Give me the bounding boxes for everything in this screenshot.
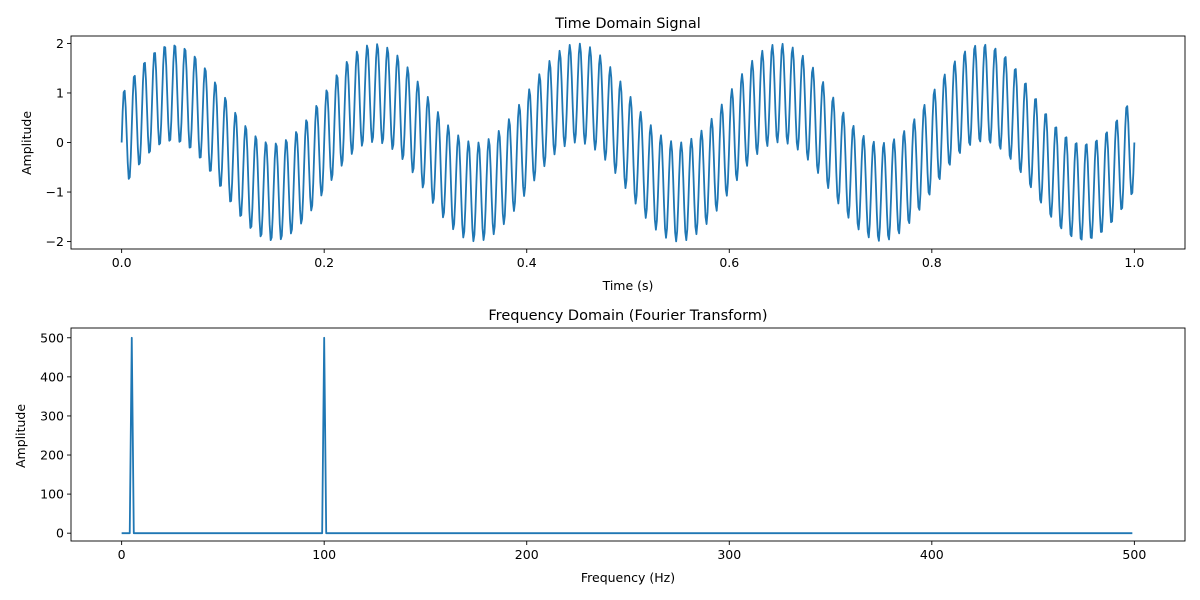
time-domain-ticks: 0.0 0.2 0.4 0.6 0.8 1.0 −2 −1 0 1 2 [46,36,1145,270]
frequency-domain-ytick-label: 400 [40,369,64,384]
time-domain-series-line [120,42,1136,243]
frequency-domain-xtick-label: 400 [920,547,944,562]
frequency-domain-ytick-label: 0 [56,526,64,541]
frequency-domain-ytick-label: 500 [40,330,64,345]
frequency-domain-xlabel: Frequency (Hz) [581,570,675,585]
time-domain-ytick-label: −2 [46,234,64,249]
time-domain-ylabel: Amplitude [19,111,34,175]
time-domain-title: Time Domain Signal [554,16,701,32]
frequency-domain-xtick-label: 500 [1122,547,1146,562]
time-domain-xtick-label: 0.4 [517,255,537,270]
frequency-domain-subplot: Frequency Domain (Fourier Transform) Fre… [13,308,1186,585]
time-domain-xtick-label: 0.6 [719,255,739,270]
frequency-domain-ylabel: Amplitude [13,404,28,468]
time-domain-series-group [120,42,1136,243]
frequency-domain-xtick-label: 200 [515,547,539,562]
time-domain-axes-frame [70,35,1186,250]
frequency-domain-ytick-label: 200 [40,448,64,463]
frequency-domain-ytick-label: 100 [40,487,64,502]
time-domain-xtick-label: 0.0 [112,255,132,270]
frequency-domain-title: Frequency Domain (Fourier Transform) [488,308,767,324]
frequency-domain-ytick-label: 300 [40,408,64,423]
time-domain-xlabel: Time (s) [602,278,654,293]
frequency-domain-axes-frame [70,327,1186,542]
time-domain-subplot: Time Domain Signal Time (s) Amplitude 0.… [19,16,1186,293]
frequency-domain-xtick-label: 100 [312,547,336,562]
time-domain-xtick-label: 0.2 [314,255,334,270]
frequency-domain-xtick-label: 0 [118,547,126,562]
frequency-domain-ticks: 0 100 200 300 400 500 0 100 200 300 400 500 [40,330,1146,562]
frequency-domain-series-group [121,336,1133,535]
time-domain-ytick-label: −1 [46,185,64,200]
time-domain-ytick-label: 2 [56,36,64,51]
time-domain-ytick-label: 0 [56,135,64,150]
frequency-domain-series-line [121,336,1133,535]
time-domain-ytick-label: 1 [56,85,64,100]
time-domain-xtick-label: 0.8 [922,255,942,270]
time-domain-xtick-label: 1.0 [1124,255,1144,270]
frequency-domain-xtick-label: 300 [717,547,741,562]
